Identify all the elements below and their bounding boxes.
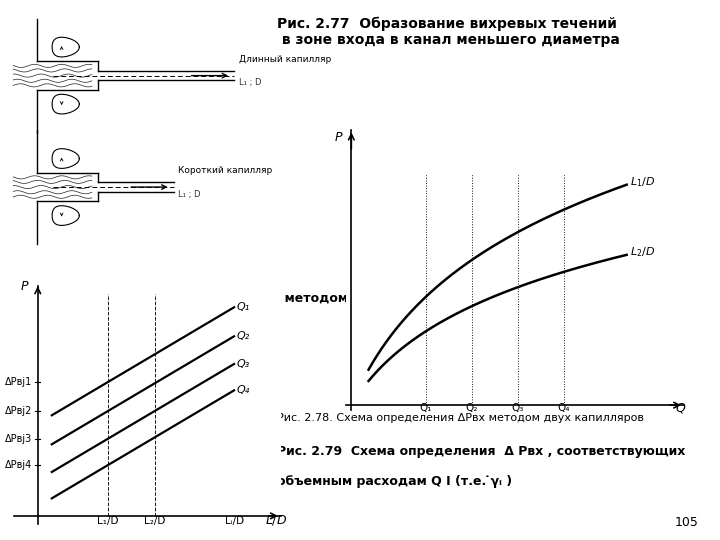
- Text: $L/D$: $L/D$: [265, 513, 287, 527]
- Text: Q₄: Q₄: [557, 403, 570, 414]
- Text: Q₂: Q₂: [466, 403, 478, 414]
- Text: Q₃: Q₃: [511, 403, 524, 414]
- Text: объемным расходам Q I (т.е. ̇γᵢ ): объемным расходам Q I (т.е. ̇γᵢ ): [277, 475, 513, 488]
- Text: $Q$: $Q$: [675, 401, 687, 415]
- Text: Q₁: Q₁: [420, 403, 432, 414]
- Text: Рис. 2.78. Схема определения ΔPвх методом двух капилляров: Рис. 2.78. Схема определения ΔPвх методо…: [277, 413, 644, 423]
- Text: Длинный капилляр: Длинный капилляр: [238, 55, 330, 64]
- Text: $P$: $P$: [334, 131, 343, 144]
- Text: Короткий капилляр: Короткий капилляр: [178, 166, 272, 176]
- Text: 105: 105: [675, 516, 698, 529]
- Text: Q₄: Q₄: [236, 386, 250, 395]
- Text: Q₂: Q₂: [236, 332, 250, 341]
- Text: ΔPвј2: ΔPвј2: [5, 406, 32, 416]
- Text: Q₃: Q₃: [236, 359, 250, 369]
- Text: L₁/D: L₁/D: [97, 516, 119, 526]
- Text: L₁ ; D: L₁ ; D: [178, 190, 201, 199]
- Text: Рис. 2.77  Образование вихревых течений
 в зоне входа в канал меньшего диаметра: Рис. 2.77 Образование вихревых течений в…: [277, 16, 620, 47]
- Text: Q₁: Q₁: [236, 302, 250, 312]
- Text: $L_1/D$: $L_1/D$: [629, 175, 654, 189]
- Text: ΔPвј1: ΔPвј1: [5, 377, 32, 387]
- Text: L₂/D: L₂/D: [144, 516, 166, 526]
- Text: $L_2/D$: $L_2/D$: [629, 245, 654, 259]
- Text: Рис. 2.78  Схема определения ΔPвх   методом
2-х капилляров: Рис. 2.78 Схема определения ΔPвх методом…: [14, 292, 348, 320]
- Text: ΔPвј3: ΔPвј3: [5, 434, 32, 444]
- Text: L₁ ; D: L₁ ; D: [238, 78, 261, 87]
- Text: ΔPвј4: ΔPвј4: [5, 460, 32, 470]
- Text: Lᵢ/D: Lᵢ/D: [225, 516, 243, 526]
- Text: $P$: $P$: [20, 280, 30, 293]
- Text: Рис. 2.79  Схема определения  Δ Pвх , соответствующих: Рис. 2.79 Схема определения Δ Pвх , соот…: [277, 446, 685, 458]
